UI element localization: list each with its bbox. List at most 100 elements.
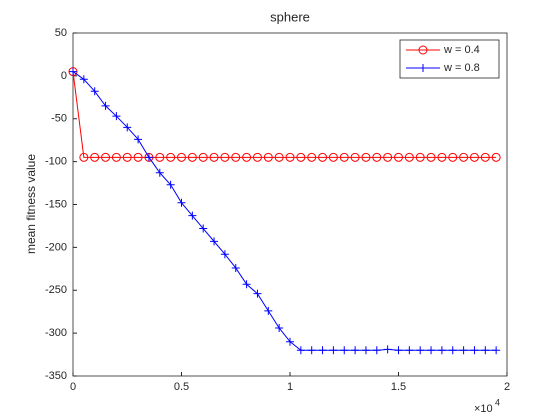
marker [328, 152, 338, 162]
marker [199, 224, 208, 233]
marker [426, 152, 436, 162]
marker [144, 153, 153, 162]
marker [242, 280, 251, 289]
marker [351, 346, 360, 355]
marker [405, 346, 414, 355]
marker [286, 337, 294, 346]
marker [481, 346, 490, 355]
y-tick-label: -100 [45, 156, 67, 168]
marker [274, 152, 284, 162]
marker [177, 198, 186, 207]
marker [480, 152, 490, 162]
x-exponent-power: 4 [495, 397, 500, 407]
marker [416, 346, 425, 355]
marker [361, 346, 370, 355]
marker [133, 152, 143, 162]
marker [155, 152, 165, 162]
marker [123, 123, 132, 132]
marker [252, 152, 262, 162]
x-exponent-base: ×10 [474, 403, 493, 415]
chart-title: sphere [270, 9, 310, 24]
marker [264, 306, 273, 315]
x-tick-label: 2 [504, 381, 510, 393]
marker [415, 152, 425, 162]
y-tick-label: -350 [45, 370, 67, 382]
legend-marker [419, 64, 427, 72]
marker [340, 346, 349, 355]
marker [361, 152, 371, 162]
marker [79, 152, 89, 162]
marker [166, 180, 175, 189]
marker [448, 346, 457, 355]
marker [394, 346, 403, 355]
marker [79, 75, 88, 84]
x-tick-label: 1.5 [391, 381, 406, 393]
marker [242, 152, 252, 162]
marker [459, 152, 469, 162]
marker [231, 152, 241, 162]
marker [318, 152, 328, 162]
marker [210, 237, 219, 246]
marker [296, 346, 305, 355]
series-line [72, 71, 497, 158]
marker [90, 87, 99, 96]
marker [437, 152, 447, 162]
marker [296, 152, 306, 162]
marker [198, 152, 208, 162]
x-tick-label: 1 [287, 381, 293, 393]
marker [459, 346, 468, 355]
marker [187, 152, 197, 162]
marker [394, 152, 403, 162]
marker [155, 168, 164, 177]
marker [122, 152, 132, 162]
marker [372, 346, 381, 355]
marker [112, 112, 121, 121]
marker [253, 289, 262, 298]
marker [275, 323, 284, 332]
series-line [72, 71, 497, 351]
marker [220, 152, 230, 162]
marker [470, 346, 479, 355]
marker [220, 250, 229, 259]
y-tick-label: 0 [61, 70, 67, 82]
marker [383, 345, 392, 354]
marker [383, 152, 393, 162]
marker [90, 152, 100, 162]
marker [134, 135, 143, 144]
y-tick-label: 50 [55, 27, 67, 39]
x-tick-label: 0.5 [174, 381, 189, 393]
marker [111, 152, 121, 162]
y-tick-label: -150 [45, 198, 67, 210]
marker [339, 152, 349, 162]
marker [437, 346, 446, 355]
marker [263, 152, 273, 162]
marker [448, 152, 458, 162]
marker [329, 346, 338, 355]
y-tick-label: -50 [51, 113, 67, 125]
marker [307, 346, 316, 355]
y-tick-label: -300 [45, 327, 67, 339]
marker [285, 152, 295, 162]
x-tick-label: 0 [70, 381, 76, 393]
marker [177, 152, 186, 162]
marker [492, 346, 501, 355]
legend-box [399, 39, 500, 79]
legend-label: w = 0.8 [443, 62, 480, 74]
marker [469, 152, 479, 162]
legend-label: w = 0.4 [443, 44, 480, 56]
marker [188, 211, 197, 220]
marker [209, 152, 219, 162]
y-tick-label: -250 [45, 284, 67, 296]
marker [101, 101, 110, 110]
legend-marker [418, 45, 428, 55]
y-tick-label: -200 [45, 241, 67, 253]
marker [307, 152, 317, 162]
marker [231, 263, 240, 272]
marker [101, 152, 111, 162]
marker [166, 152, 176, 162]
marker [69, 67, 77, 76]
marker [318, 346, 327, 355]
y-axis-label: mean fitness value [24, 154, 38, 254]
